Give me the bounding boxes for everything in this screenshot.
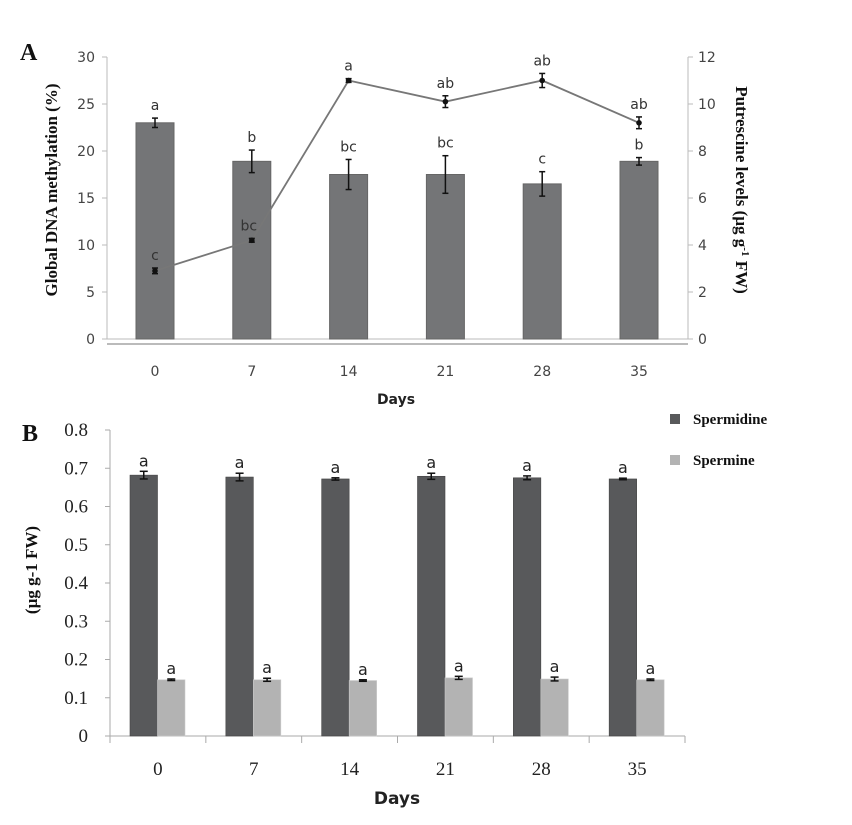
bar-letter: a	[151, 98, 160, 114]
bar-letter: a	[426, 453, 436, 472]
bar-letter: a	[522, 456, 532, 475]
y2-tick-label: 4	[698, 238, 707, 254]
y-tick-label: 0	[79, 726, 89, 747]
putrescine-point	[152, 268, 158, 274]
putrescine-point	[249, 237, 255, 244]
line-letter: ab	[630, 97, 648, 113]
y-tick-label: 15	[77, 191, 95, 207]
y-axis-label-b: (µg g-1 FW)	[22, 526, 41, 614]
legend-label-spermine: Spermine	[693, 453, 755, 469]
y-tick-label: 0.6	[64, 497, 88, 518]
bar-letter: a	[550, 657, 560, 676]
x-tick-label: 7	[249, 759, 259, 780]
bar-spermidine	[321, 478, 350, 737]
bar-spermine	[253, 679, 282, 737]
y-tick-label: 10	[77, 238, 95, 254]
putrescine-point	[345, 77, 352, 84]
bar-letter: a	[358, 660, 368, 679]
x-tick-label: 7	[247, 364, 256, 380]
x-tick-label: 14	[340, 759, 360, 780]
panel-label-b: B	[22, 421, 38, 447]
x-tick-label: 0	[153, 759, 163, 780]
y-tick-label: 0.4	[64, 573, 88, 594]
bar-methylation	[329, 174, 369, 340]
x-axis-label-a: Days	[377, 392, 415, 408]
y-tick-label: 20	[77, 144, 95, 160]
legend-swatch-spermine	[670, 455, 680, 465]
y-tick-label: 0	[86, 332, 95, 348]
bar-spermidine	[129, 474, 158, 737]
putrescine-point	[442, 98, 449, 105]
bar-methylation	[619, 160, 659, 340]
y-tick-label: 0.3	[64, 611, 88, 632]
y-axis-label-a: Global DNA methylation (%)	[42, 84, 61, 297]
panel-b-plot: 0 0.1 0.2 0.3 0.4 0.5 0.6 0.7 0.8 0 a a 7 a a 14 a a 21 a a 2…	[64, 412, 767, 780]
line-letter: a	[344, 59, 353, 75]
y-tick-label: 0.8	[64, 420, 88, 441]
y2-tick-label: 0	[698, 332, 707, 348]
bar-methylation	[232, 160, 272, 340]
bar-letter: a	[139, 451, 149, 470]
x-tick-label: 28	[532, 759, 551, 780]
x-axis-label-b: Days	[374, 789, 420, 809]
y2-tick-label: 8	[698, 144, 707, 160]
legend-label-spermidine: Spermidine	[693, 412, 768, 428]
bar-letter: c	[538, 152, 546, 168]
y-tick-label: 5	[86, 285, 95, 301]
putrescine-point	[636, 120, 642, 126]
y2-axis-label-a: Putrescine levels (µg g-1 FW)	[732, 86, 751, 294]
line-letter: ab	[437, 76, 455, 92]
x-tick-label: 0	[151, 364, 160, 380]
panel-a-plot: 0510152025300246810120a7b14bc21bc28c35bc…	[77, 50, 716, 380]
y-tick-label: 0.7	[64, 458, 88, 479]
putrescine-line	[154, 79, 640, 272]
bar-letter: a	[262, 658, 272, 677]
bar-spermine	[348, 680, 377, 737]
bar-spermine	[157, 679, 186, 737]
bar-letter: b	[247, 130, 256, 146]
x-tick-label: 35	[630, 364, 648, 380]
legend-swatch-spermidine	[670, 414, 680, 424]
bar-spermidine	[417, 475, 446, 737]
y2-tick-label: 10	[698, 97, 716, 113]
putrescine-point	[539, 77, 545, 84]
panel-label-a: A	[20, 40, 38, 66]
bar-methylation	[522, 183, 562, 340]
bar-letter: a	[454, 656, 464, 675]
line-letter: c	[151, 248, 159, 264]
bar-letter: bc	[437, 136, 454, 152]
bar-letter: a	[646, 659, 656, 678]
y2-label-text: Putrescine levels (µg g	[732, 86, 751, 248]
bar-letter: a	[618, 458, 628, 477]
bar-methylation	[135, 122, 175, 340]
y-tick-label: 30	[77, 50, 95, 66]
bar-letter: bc	[340, 139, 357, 155]
bar-letter: a	[331, 458, 341, 477]
line-letter: bc	[241, 218, 258, 234]
bar-spermidine	[608, 478, 637, 737]
x-tick-label: 35	[628, 759, 647, 780]
bar-letter: a	[235, 453, 245, 472]
y-tick-label: 25	[77, 97, 95, 113]
bar-spermine	[540, 678, 569, 737]
y2-tick-label: 2	[698, 285, 707, 301]
bar-spermidine	[225, 476, 254, 737]
y2-tick-label: 6	[698, 191, 707, 207]
bar-spermine	[636, 679, 665, 737]
bar-spermidine	[513, 477, 542, 737]
bar-letter: a	[166, 659, 176, 678]
y-tick-label: 0.5	[64, 535, 88, 556]
line-letter: ab	[533, 53, 551, 69]
x-tick-label: 14	[340, 364, 358, 380]
y2-tick-label: 12	[698, 50, 716, 66]
bar-spermine	[444, 677, 473, 737]
x-tick-label: 21	[436, 364, 454, 380]
y-tick-label: 0.1	[64, 688, 88, 709]
x-tick-label: 21	[436, 759, 455, 780]
bar-methylation	[425, 174, 465, 340]
x-tick-label: 28	[533, 364, 551, 380]
bar-letter: b	[635, 138, 644, 154]
y-tick-label: 0.2	[64, 650, 88, 671]
